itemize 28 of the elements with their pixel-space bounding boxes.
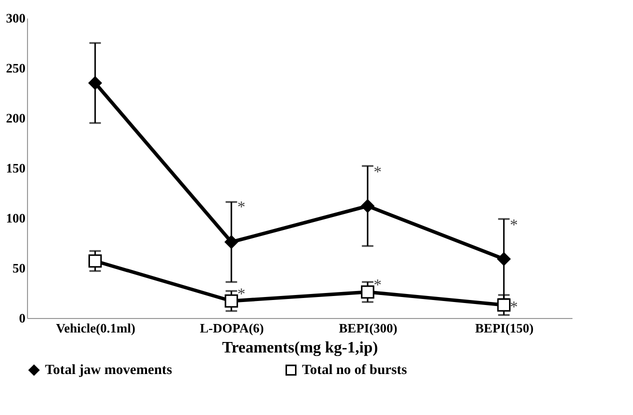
y-tick-label: 150 [6,160,26,176]
annotation: * [237,286,246,303]
x-tick-label: L-DOPA(6) [200,320,264,336]
annotation: * [510,217,518,234]
point [88,76,102,90]
y-tick-label: 200 [6,110,26,126]
y-tick-label: 50 [12,260,26,276]
y-tick-label: 250 [6,60,26,76]
point [360,199,374,213]
x-tick-label: BEPI(150) [475,320,534,336]
legend-label: Total no of bursts [302,363,408,378]
y-tick-label: 300 [6,10,26,26]
point [360,285,374,299]
point [88,254,102,268]
x-tick-label: Vehicle(0.1ml) [56,320,136,336]
annotation: * [510,299,518,316]
point [224,235,238,249]
x-tick-label: BEPI(300) [338,320,398,336]
point [497,252,511,266]
annotation: * [374,164,382,181]
point [224,294,238,308]
y-tick-label: 100 [6,210,26,226]
x-axis-title: Treaments(mg kg-1,ip) [222,340,378,356]
annotation: * [237,199,246,216]
y-tick-label: 0 [19,310,26,326]
point [497,298,511,312]
annotation: * [374,277,382,294]
legend-label: Total jaw movements [45,363,173,378]
